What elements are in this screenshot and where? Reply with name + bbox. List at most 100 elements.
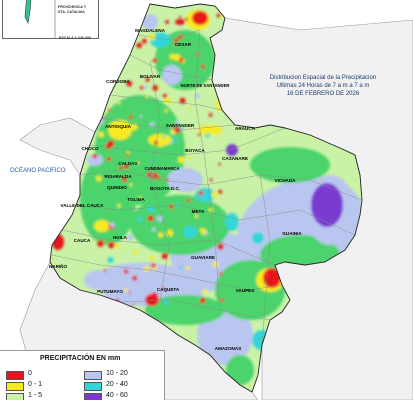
rain-spot	[197, 133, 201, 136]
region-label-norte-santander: NORTE DE SANTANDER	[181, 83, 230, 88]
san-andres-inset: PROVIDENCIA Y STA. CATALINA ESCALA 1:240…	[2, 0, 99, 40]
region-label-guaviare: GUAVIARE	[191, 255, 215, 260]
legend-swatch-2	[6, 382, 24, 391]
rain-spot	[175, 120, 179, 125]
rain-spot	[139, 115, 143, 118]
rain-spot	[132, 275, 138, 281]
rain-spot	[94, 102, 101, 108]
rain-spot	[142, 38, 147, 44]
region-label-magdalena: MAGDALENA	[135, 28, 166, 33]
rain-area-cundinamarca	[167, 168, 203, 192]
region-label-putumayo: PUTUMAYO	[97, 289, 123, 294]
region-label-antioquia: ANTIOQUIA	[105, 124, 131, 129]
rain-spot	[92, 154, 98, 159]
rain-spot	[151, 227, 156, 232]
rain-spot	[128, 291, 131, 294]
rain-spot	[187, 106, 191, 110]
rain-spot	[186, 198, 190, 203]
rain-spot	[103, 269, 107, 272]
rain-spot	[136, 161, 140, 165]
rain-spot	[162, 135, 166, 139]
map-title-block: Distribucion Espacial de la Precipitacio…	[248, 74, 398, 98]
rain-spot	[164, 109, 168, 113]
legend-swatch-1	[84, 371, 102, 380]
region-label-huila: HUILA	[113, 235, 128, 240]
rain-spot	[102, 60, 106, 64]
rain-spot	[172, 137, 178, 143]
region-label-bogota: BOGOTA D.C.	[150, 186, 180, 191]
inset-scale: ESCALA 1:240.000	[59, 36, 91, 40]
rain-spot	[198, 190, 204, 196]
rain-spot	[218, 189, 222, 194]
rain-spot	[200, 64, 205, 69]
rain-spot	[112, 61, 117, 66]
rain-spot	[147, 206, 155, 213]
rain-spot	[179, 97, 186, 104]
rain-spot	[157, 176, 161, 180]
ocean-label-pacific: OCÉANO PACÍFICO	[10, 168, 66, 174]
rain-spot	[114, 26, 122, 33]
rain-spot	[162, 93, 167, 98]
rain-spot	[174, 37, 179, 43]
legend-label-4: 1 - 5	[28, 392, 43, 399]
legend-title: PRECIPITACIÓN EN mm	[40, 355, 121, 362]
rain-spot	[212, 261, 219, 268]
rain-spot	[107, 257, 114, 264]
rain-spot	[178, 16, 182, 19]
rain-spot	[172, 125, 176, 128]
rain-area-magdalena	[142, 14, 158, 30]
rain-spot	[168, 204, 174, 209]
rain-spot	[173, 54, 181, 61]
rain-spot	[162, 287, 166, 290]
region-label-cesar: CESAR	[175, 42, 192, 47]
rain-spot	[185, 265, 190, 270]
rain-spot	[156, 215, 163, 222]
region-label-guainia: GUAINIA	[282, 231, 302, 236]
rain-spot	[148, 33, 156, 41]
rain-spot	[208, 113, 213, 117]
rain-spot	[136, 21, 140, 25]
rain-spot	[151, 263, 156, 268]
rain-spot	[133, 249, 138, 255]
rain-spot	[143, 265, 150, 272]
rain-spot	[220, 298, 224, 303]
legend-swatch-4	[6, 393, 24, 400]
rain-spot	[164, 97, 172, 104]
rain-area-santa-marta-none	[175, 19, 185, 25]
rain-spot	[104, 55, 108, 59]
legend-label-1: 10 - 20	[106, 370, 128, 377]
legend-swatch-0	[6, 371, 24, 380]
region-label-santander: SANTANDER	[166, 123, 195, 128]
rain-spot	[217, 243, 224, 250]
rain-spot	[121, 176, 128, 182]
rain-spot	[177, 156, 185, 163]
rain-spot	[97, 239, 105, 247]
region-label-bolivar: BOLIVAR	[140, 74, 161, 79]
rain-spot	[114, 243, 120, 249]
rain-spot	[169, 53, 176, 60]
rain-spot	[95, 57, 101, 63]
legend-label-2: 0 - 1	[28, 381, 43, 388]
rain-spot	[143, 85, 148, 90]
rain-spot	[194, 214, 199, 218]
rain-spot	[174, 42, 177, 46]
region-label-cordoba: CORDOBA	[106, 79, 130, 84]
rain-spot	[200, 228, 207, 235]
rain-core-meta-east	[225, 213, 239, 231]
rain-spot	[137, 216, 143, 222]
rain-area-bolivar	[162, 65, 182, 85]
region-label-meta: META	[192, 209, 205, 214]
rain-spot	[108, 108, 111, 112]
rain-spot	[151, 173, 154, 176]
rain-spot	[194, 93, 200, 99]
rain-spot	[130, 123, 138, 131]
rain-spot	[218, 162, 221, 166]
rain-area-leticia	[226, 355, 254, 385]
rain-spot	[199, 297, 206, 304]
rain-spot	[123, 269, 129, 274]
region-label-risaralda: RISARALDA	[104, 174, 132, 179]
region-label-cundinamarca: CUNDINAMARCA	[145, 166, 180, 171]
inset-island-shape	[3, 0, 56, 38]
